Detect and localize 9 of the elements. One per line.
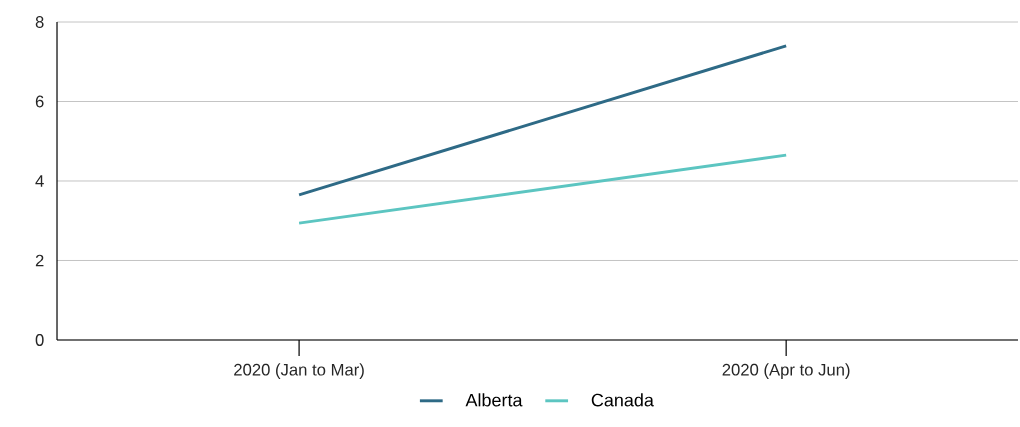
y-tick-label: 6 bbox=[35, 95, 44, 108]
x-tick-label: 2020 (Jan to Mar) bbox=[234, 363, 364, 379]
legend-label: Alberta bbox=[465, 393, 523, 407]
legend-label: Canada bbox=[591, 393, 654, 407]
y-tick-label: 0 bbox=[35, 334, 44, 346]
x-tick-label: 2020 (Apr to Jun) bbox=[722, 363, 850, 379]
y-tick-label: 4 bbox=[35, 175, 44, 187]
y-tick-label: 2 bbox=[35, 254, 44, 267]
y-tick-label: 8 bbox=[35, 16, 44, 28]
